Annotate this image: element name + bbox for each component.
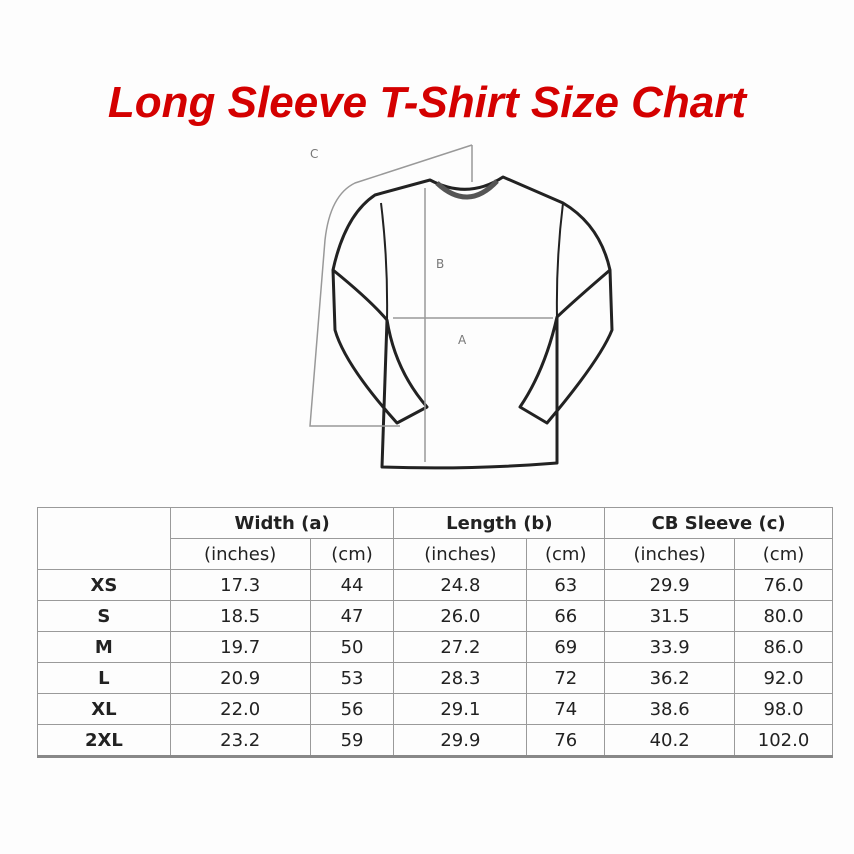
table-row: XS 17.3 44 24.8 63 29.9 76.0 [37,569,833,601]
size-table: Width (a) Length (b) CB Sleeve (c) (inch… [37,507,833,758]
value-cell: 76 [526,724,606,757]
measure-line-c [309,144,473,427]
value-cell: 20.9 [169,662,311,694]
table-row: L 20.9 53 28.3 72 36.2 92.0 [37,662,833,694]
unit-cell: (cm) [734,538,833,570]
value-cell: 40.2 [604,724,736,757]
value-cell: 76.0 [734,569,833,601]
size-label: M [37,631,171,663]
header-cb-sleeve: CB Sleeve (c) [604,507,833,539]
table-row: 2XL 23.2 59 29.9 76 40.2 102.0 [37,724,833,757]
value-cell: 29.1 [393,693,528,725]
size-label: XS [37,569,171,601]
value-cell: 31.5 [604,600,736,632]
unit-cell: (inches) [169,538,311,570]
value-cell: 92.0 [734,662,833,694]
value-cell: 26.0 [393,600,528,632]
value-cell: 50 [309,631,395,663]
label-b: B [436,257,444,271]
value-cell: 36.2 [604,662,736,694]
value-cell: 56 [309,693,395,725]
unit-cell: (cm) [309,538,395,570]
value-cell: 18.5 [169,600,311,632]
value-cell: 66 [526,600,606,632]
value-cell: 102.0 [734,724,833,757]
header-length: Length (b) [393,507,606,539]
table-row: M 19.7 50 27.2 69 33.9 86.0 [37,631,833,663]
value-cell: 47 [309,600,395,632]
size-label: 2XL [37,724,171,757]
value-cell: 17.3 [169,569,311,601]
label-c: C [310,147,318,161]
value-cell: 29.9 [393,724,528,757]
value-cell: 38.6 [604,693,736,725]
value-cell: 69 [526,631,606,663]
value-cell: 44 [309,569,395,601]
value-cell: 19.7 [169,631,311,663]
table-row: S 18.5 47 26.0 66 31.5 80.0 [37,600,833,632]
value-cell: 27.2 [393,631,528,663]
value-cell: 63 [526,569,606,601]
value-cell: 29.9 [604,569,736,601]
unit-cell: (cm) [526,538,606,570]
table-row: XL 22.0 56 29.1 74 38.6 98.0 [37,693,833,725]
size-label: XL [37,693,171,725]
label-a: A [458,333,467,347]
measure-lines [309,144,553,462]
value-cell: 53 [309,662,395,694]
value-cell: 59 [309,724,395,757]
value-cell: 24.8 [393,569,528,601]
value-cell: 72 [526,662,606,694]
value-cell: 86.0 [734,631,833,663]
size-label: S [37,600,171,632]
value-cell: 33.9 [604,631,736,663]
value-cell: 80.0 [734,600,833,632]
page-title: Long Sleeve T-Shirt Size Chart [107,78,747,127]
value-cell: 98.0 [734,693,833,725]
unit-cell: (inches) [393,538,528,570]
corner-cell [37,507,171,570]
value-cell: 28.3 [393,662,528,694]
group-header-row: Width (a) Length (b) CB Sleeve (c) [37,507,833,570]
value-cell: 23.2 [169,724,311,757]
unit-cell: (inches) [604,538,736,570]
value-cell: 22.0 [169,693,311,725]
header-width: Width (a) [169,507,395,539]
size-label: L [37,662,171,694]
shirt-outline [331,175,614,470]
value-cell: 74 [526,693,606,725]
